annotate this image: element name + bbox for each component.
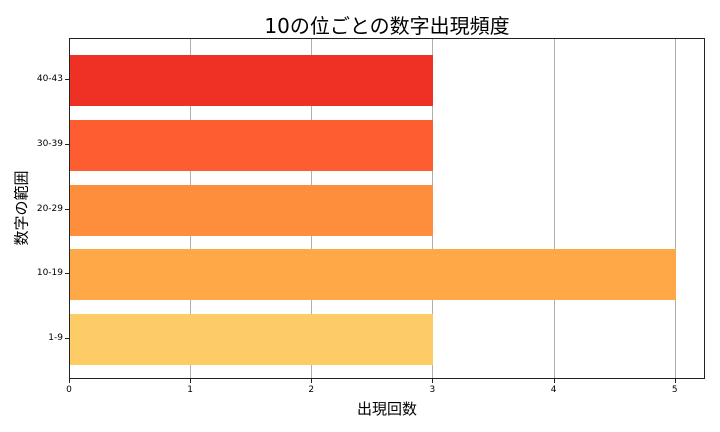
x-tick: [190, 379, 192, 383]
y-tick: [65, 209, 69, 210]
y-tick: [65, 79, 69, 80]
y-tick-label: 30-39: [36, 139, 63, 149]
x-tick-label: 0: [66, 385, 72, 395]
gridline: [674, 39, 676, 378]
x-tick-label: 4: [550, 385, 557, 395]
bar-20-29: [70, 184, 434, 236]
y-tick: [65, 144, 69, 145]
chart-title: 10の位ごとの数字出現頻度: [264, 14, 510, 38]
x-tick-label: 1: [187, 385, 194, 395]
gridline: [553, 39, 555, 378]
x-tick-label: 2: [308, 385, 315, 395]
x-tick: [69, 379, 70, 383]
bar-30-39: [70, 119, 434, 171]
x-tick: [432, 379, 434, 383]
x-tick: [311, 379, 313, 383]
y-tick: [65, 338, 69, 339]
y-tick: [65, 273, 69, 274]
y-axis-label: 数字の範囲: [12, 170, 31, 246]
bar-40-43: [70, 54, 434, 106]
y-tick-label: 1-9: [48, 333, 63, 343]
y-tick-label: 10-19: [36, 268, 63, 278]
x-tick: [553, 379, 555, 383]
bar-10-19: [70, 248, 676, 300]
x-axis-label: 出現回数: [356, 400, 417, 418]
y-tick-label: 20-29: [36, 204, 63, 214]
x-tick-label: 5: [671, 385, 678, 395]
plot-area: [69, 38, 705, 379]
y-tick-label: 40-43: [36, 74, 63, 84]
x-tick: [674, 379, 676, 383]
x-tick-label: 3: [429, 385, 436, 395]
bar-1-9: [70, 313, 434, 365]
